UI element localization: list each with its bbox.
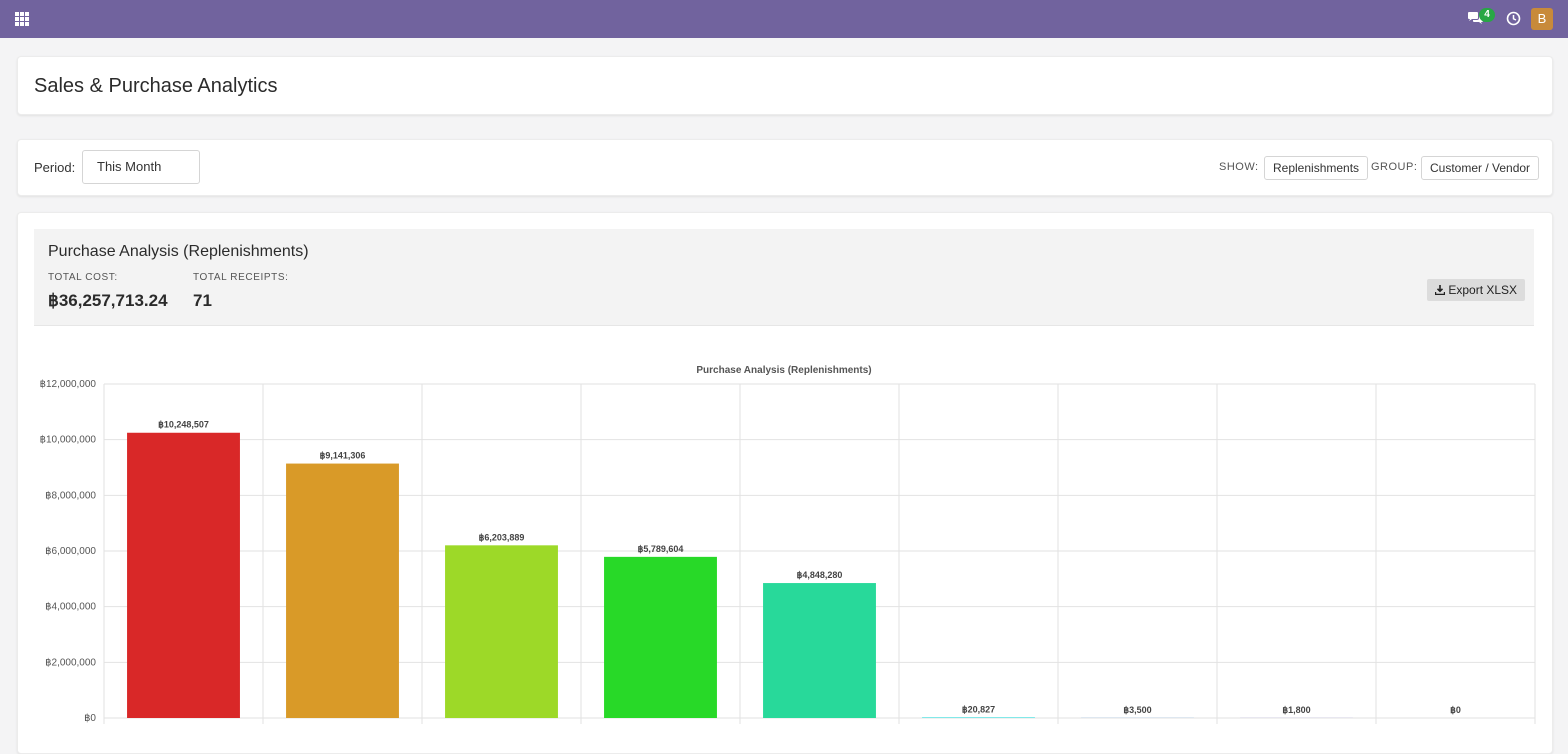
export-xlsx-button[interactable]: Export XLSX xyxy=(1427,279,1525,301)
period-select[interactable]: This Month xyxy=(82,150,200,184)
y-tick-label: ฿2,000,000 xyxy=(45,657,96,668)
bar-value-label: ฿1,800 xyxy=(1282,705,1310,715)
page-title: Sales & Purchase Analytics xyxy=(34,75,277,98)
y-tick-label: ฿10,000,000 xyxy=(40,435,97,446)
bar-value-label: ฿3,500 xyxy=(1123,705,1151,715)
total-receipts-value: 71 xyxy=(193,291,212,311)
bar[interactable] xyxy=(763,583,876,718)
bar-value-label: ฿20,827 xyxy=(962,704,995,714)
clock-icon[interactable] xyxy=(1506,11,1521,26)
y-tick-label: ฿0 xyxy=(84,713,96,724)
bar[interactable] xyxy=(922,717,1035,718)
bar[interactable] xyxy=(604,557,717,718)
group-select[interactable]: Customer / Vendor xyxy=(1421,156,1539,180)
bar-value-label: ฿9,141,306 xyxy=(320,451,366,461)
y-tick-label: ฿6,000,000 xyxy=(45,546,96,557)
purchase-bar-chart: Purchase Analysis (Replenishments) ฿0 ฿2,… xyxy=(18,353,1552,753)
messages-count-badge: 4 xyxy=(1479,8,1495,22)
page-header-card: Sales & Purchase Analytics xyxy=(17,56,1553,115)
summary-panel: Purchase Analysis (Replenishments) TOTAL… xyxy=(34,229,1534,326)
total-cost-label: TOTAL COST: xyxy=(48,272,118,283)
bar-value-label: ฿4,848,280 xyxy=(797,570,843,580)
top-navbar: 4 B xyxy=(0,0,1568,38)
group-label: GROUP: xyxy=(1371,161,1417,173)
bar-value-label: ฿6,203,889 xyxy=(479,532,525,542)
bar-value-label: ฿10,248,507 xyxy=(158,420,209,430)
summary-title: Purchase Analysis (Replenishments) xyxy=(48,243,309,261)
y-tick-label: ฿12,000,000 xyxy=(40,379,97,390)
total-cost-value: ฿36,257,713.24 xyxy=(48,291,168,311)
y-tick-label: ฿4,000,000 xyxy=(45,602,96,613)
user-avatar[interactable]: B xyxy=(1531,8,1553,30)
bar-value-label: ฿0 xyxy=(1450,705,1461,715)
bar[interactable] xyxy=(286,464,399,718)
period-label: Period: xyxy=(34,160,75,175)
bar[interactable] xyxy=(127,433,240,718)
chart-title: Purchase Analysis (Replenishments) xyxy=(696,365,871,376)
show-label: SHOW: xyxy=(1219,161,1259,173)
bar-value-label: ฿5,789,604 xyxy=(638,544,684,554)
total-receipts-label: TOTAL RECEIPTS: xyxy=(193,272,289,283)
analysis-card: Purchase Analysis (Replenishments) TOTAL… xyxy=(17,212,1553,754)
y-axis: ฿0 ฿2,000,000 ฿4,000,000 ฿6,000,000 ฿8,000,0… xyxy=(40,379,97,724)
y-tick-label: ฿8,000,000 xyxy=(45,490,96,501)
bar[interactable] xyxy=(445,545,558,718)
filter-bar: Period: This Month SHOW: Replenishments … xyxy=(17,139,1553,196)
apps-grid-icon[interactable] xyxy=(15,12,29,26)
export-label: Export XLSX xyxy=(1448,283,1517,297)
show-select[interactable]: Replenishments xyxy=(1264,156,1368,180)
download-icon xyxy=(1435,285,1445,295)
